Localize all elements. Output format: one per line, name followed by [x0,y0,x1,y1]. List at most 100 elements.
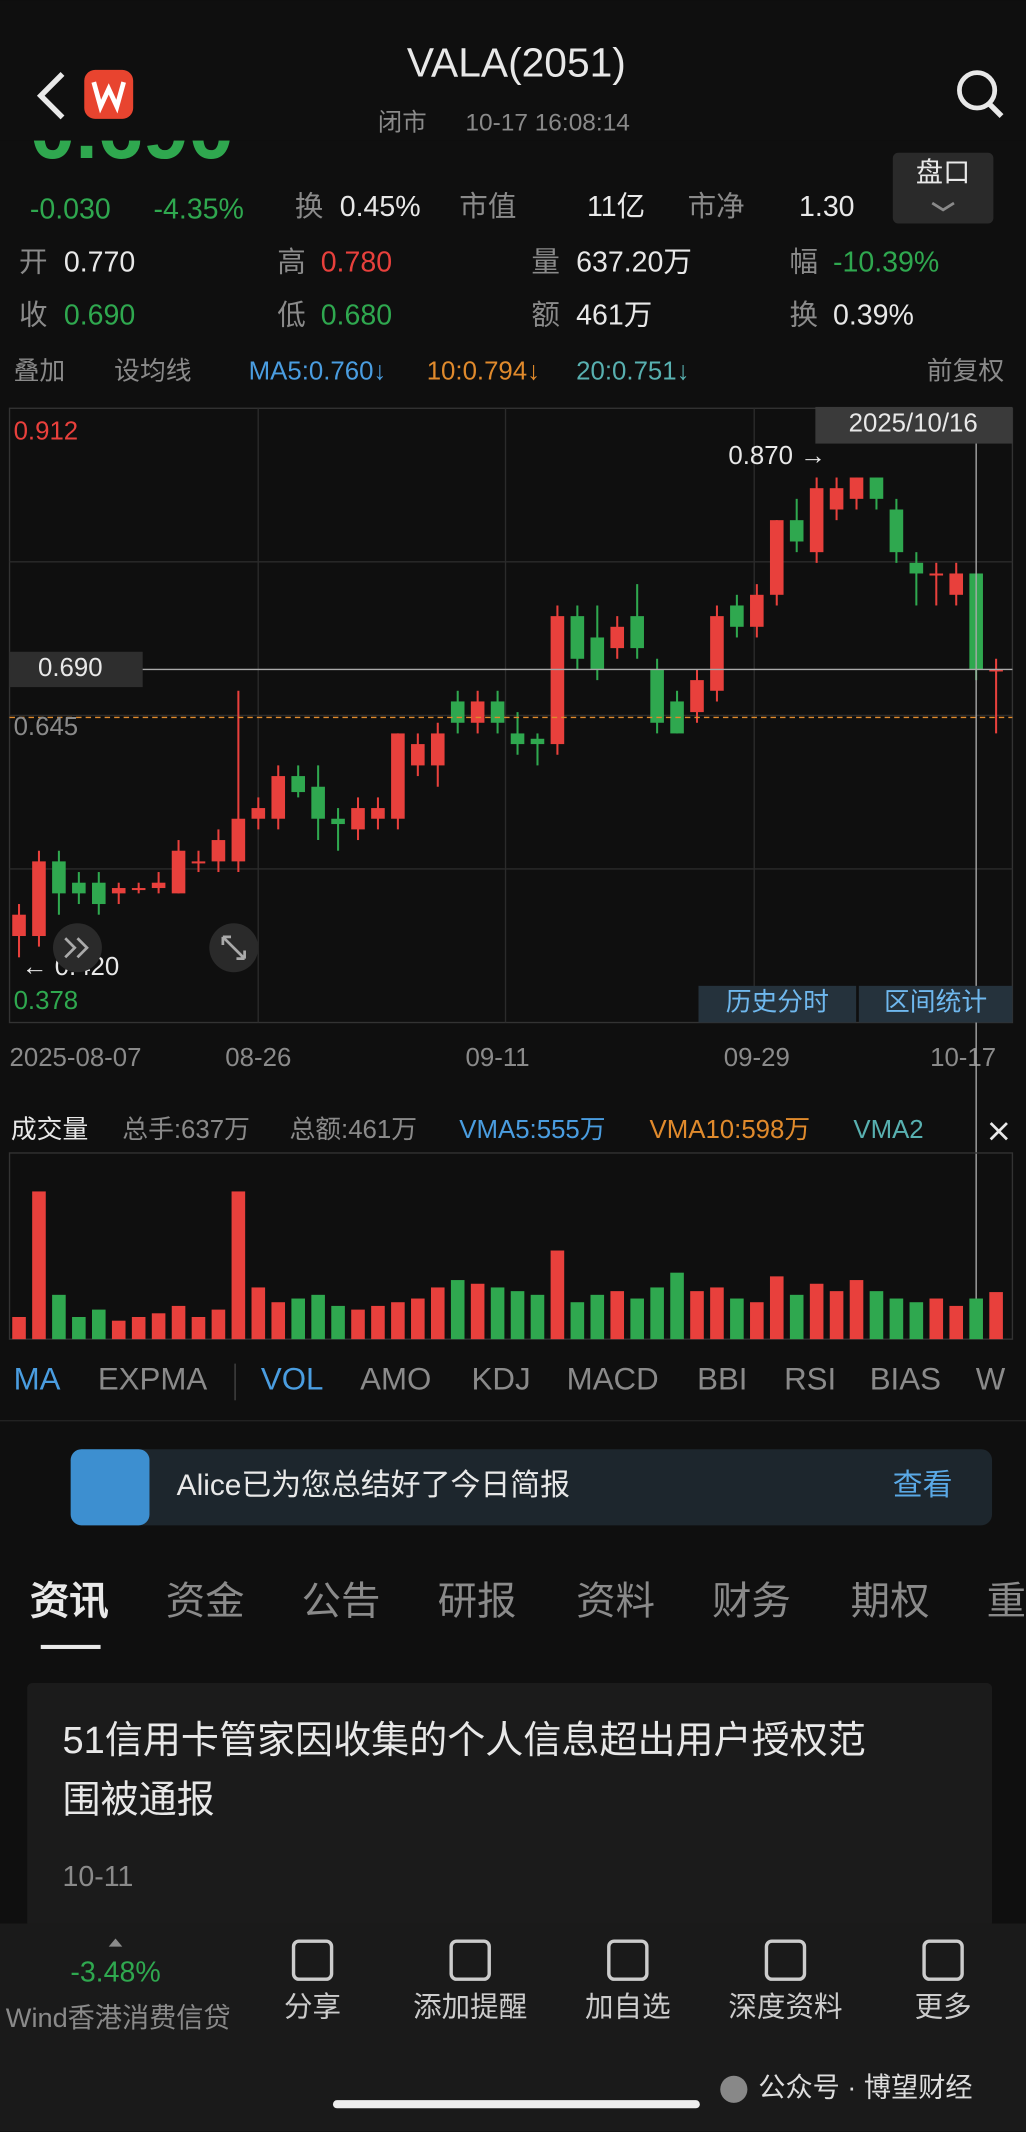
chart-button[interactable] [858,985,1013,1023]
candle-body [52,861,66,894]
candle-body [730,605,744,627]
candle-body [470,701,485,723]
chart-button[interactable] [698,985,857,1023]
nav-button[interactable] [52,923,102,973]
volume-bar [949,1305,964,1340]
candle-body [391,733,405,819]
app-icon-w [91,81,126,114]
indicator-tab[interactable]: MACD [567,1362,659,1397]
volume-bar [670,1272,684,1340]
indicator-tab[interactable]: VOL [261,1362,324,1397]
bottom-item[interactable]: 添加提醒 [413,1992,527,2024]
volume-label: VMA5:555万 [459,1116,605,1144]
news-tab[interactable]: 研报 [438,1580,517,1624]
turnover-label: 换 [295,191,324,223]
banner[interactable] [70,1449,993,1526]
toolbar-item[interactable]: 设均线 [114,357,191,386]
candle-body [72,882,86,894]
stat-value: 0.690 [64,300,135,332]
watermark-icon [720,2075,748,2103]
volume-bar [969,1298,983,1340]
stat-value: 0.780 [321,247,392,279]
volume-bar [331,1305,345,1340]
volume-bar [909,1302,924,1340]
volume-bar [231,1191,246,1340]
candle-body [12,914,26,937]
candle-body [829,488,844,510]
toolbar-item[interactable]: 叠加 [14,357,66,386]
candle-body [371,808,385,819]
bottom-icon [449,1939,491,1981]
volume-bar [371,1305,385,1340]
volume-bar [191,1316,206,1340]
news-tab[interactable]: 财务 [712,1580,791,1624]
index-change[interactable]: -3.48% [70,1956,160,1988]
candle-body [351,808,365,830]
candle-body [331,818,345,825]
volume-bar [530,1294,545,1340]
bottom-icon [764,1939,807,1981]
indicator-tab[interactable]: W [976,1362,1006,1397]
indicator-tab[interactable]: KDJ [472,1362,531,1397]
change-pct: -4.35% [154,194,244,226]
index-caret [108,1938,123,1947]
banner-action[interactable]: 查看 [893,1469,953,1502]
candle-body [849,477,864,499]
candle-body [151,882,166,889]
indicator-tab[interactable]: BIAS [870,1362,941,1397]
bottom-item[interactable]: 深度资料 [728,1992,842,2024]
volume-bar [171,1305,186,1340]
volume-bar [12,1316,26,1340]
volume-bar [630,1298,644,1340]
news-tab[interactable]: 资讯 [30,1580,109,1624]
volume-bar [650,1287,664,1340]
volume-bar [271,1302,286,1340]
chart-button-label: 区间统计 [884,987,987,1016]
search-icon[interactable] [957,70,998,111]
bottom-icon [291,1939,334,1981]
indicator-tab[interactable]: AMO [360,1362,431,1397]
stat-label: 换 [790,300,819,332]
close-volume[interactable] [989,1122,1008,1141]
news-tab[interactable]: 资金 [166,1580,245,1624]
volume-bar [351,1309,365,1340]
news-tab[interactable]: 公告 [302,1580,381,1624]
cursor-price-label: 0.690 [38,654,103,682]
candle-body [211,840,226,862]
volume-bar [869,1291,884,1340]
volume-bar [470,1283,485,1340]
indicator-tab[interactable]: MA [14,1362,61,1397]
volume-bar [929,1298,944,1340]
orderbook-button[interactable] [892,152,994,224]
candle-body [789,520,804,542]
volume-bar [710,1287,724,1340]
volume-bar [769,1276,784,1340]
candle-body [630,616,644,649]
bottom-item[interactable]: 更多 [915,1992,972,2024]
mcap: 11亿 [587,191,645,223]
candle-body [869,477,884,499]
news-tab[interactable]: 资料 [576,1580,655,1624]
toolbar-item[interactable]: 前复权 [927,357,1004,386]
candle-body [510,733,525,745]
back-button[interactable] [36,72,65,120]
bottom-item[interactable]: 分享 [284,1992,341,2024]
pb-label: 市净 [688,191,745,223]
indicator-tab[interactable]: RSI [784,1362,836,1397]
indicator-tab[interactable]: BBI [697,1362,747,1397]
candle-body [650,669,664,723]
volume-bar [211,1309,226,1340]
indicator-tab[interactable]: EXPMA [98,1362,208,1397]
mcap-label: 市值 [459,191,516,223]
news-tab[interactable]: 重 [987,1580,1026,1624]
volume-bar [490,1287,505,1340]
bottom-item[interactable]: 加自选 [585,1992,671,2024]
news-card[interactable] [27,1682,993,1928]
stat-label: 高 [277,247,306,279]
candle-body [171,850,186,894]
candle-body [91,882,106,905]
news-tab[interactable]: 期权 [851,1580,930,1624]
candle-body [750,594,764,627]
header-bg [0,0,1026,141]
